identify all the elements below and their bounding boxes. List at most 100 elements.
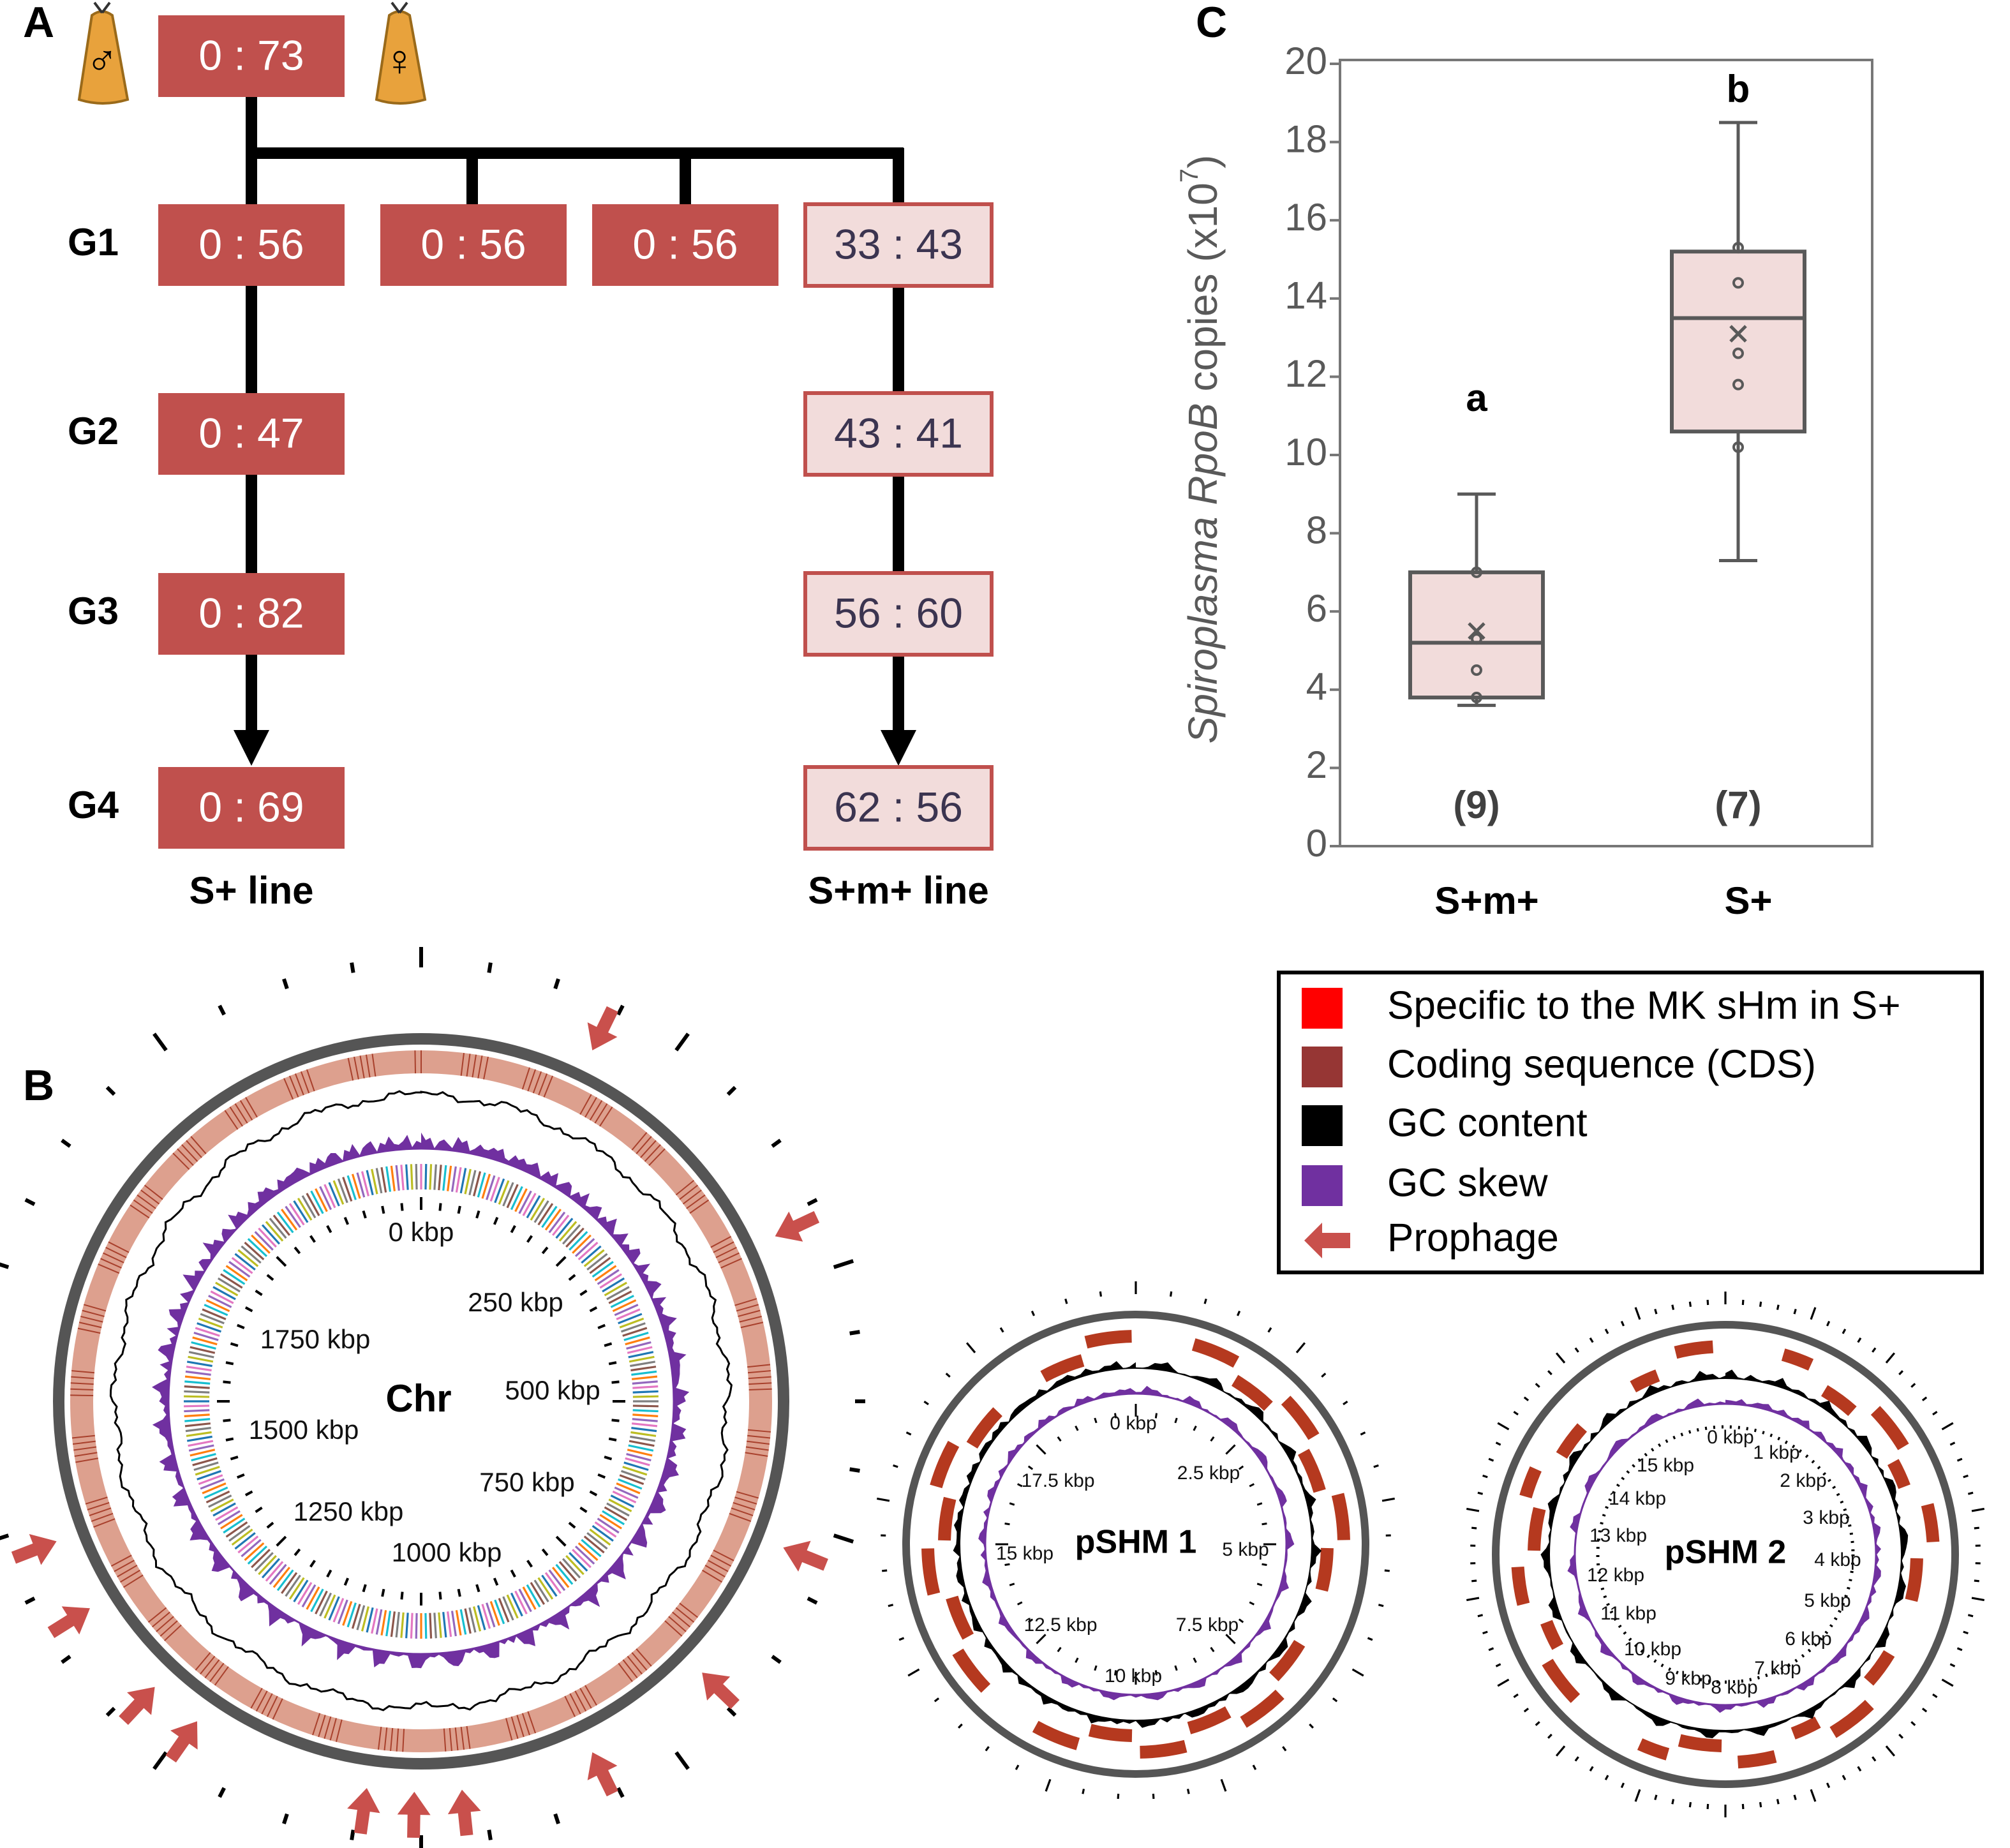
kbp-tick — [225, 1437, 234, 1442]
prophage-arrow — [775, 1211, 820, 1242]
ratio-box — [158, 15, 345, 97]
kbp-tick — [568, 1521, 576, 1529]
gene-stripe — [200, 1478, 225, 1490]
cds-stripe — [679, 1184, 699, 1200]
kbp-tick — [510, 1225, 516, 1233]
cds-stripe — [747, 1440, 770, 1445]
gene-stripe — [486, 1602, 496, 1628]
gene-stripe — [616, 1308, 641, 1320]
gene-stripe — [315, 1590, 328, 1614]
gene-stripe — [526, 1195, 541, 1219]
kbp-tick — [326, 1569, 332, 1578]
scale-tick — [1497, 1678, 1510, 1687]
scale-tick — [1898, 1733, 1904, 1739]
cds-segment — [1281, 1396, 1320, 1440]
scale-tick — [726, 1706, 737, 1717]
cds-stripe — [204, 1659, 220, 1679]
gene-stripe — [202, 1482, 227, 1494]
cds-segment — [1674, 1340, 1714, 1359]
scale-tick — [1282, 1746, 1287, 1752]
gene-stripe — [577, 1241, 599, 1261]
backbone-ring — [1492, 1321, 1959, 1788]
kbp-label: 12 kbp — [1587, 1565, 1644, 1586]
cds-stripe — [110, 1554, 132, 1567]
prophage-arrow — [447, 1789, 481, 1837]
legend-swatch — [1302, 1047, 1343, 1087]
cds-stripe — [748, 1376, 771, 1380]
x-tick-label: S+m+ — [1434, 879, 1538, 922]
gene-stripe — [361, 1171, 369, 1196]
gene-stripe — [251, 1549, 271, 1569]
mean-marker — [1729, 325, 1747, 343]
cds-stripe — [272, 1698, 283, 1720]
scale-tick — [1776, 1799, 1780, 1805]
gene-stripe — [586, 1253, 608, 1271]
y-tick-label: 10 — [1284, 431, 1327, 473]
data-point — [1732, 378, 1744, 391]
gene-stripe — [190, 1346, 216, 1354]
prophage-arrow — [587, 1752, 618, 1797]
kbp-tick — [225, 1361, 234, 1366]
kbp-tick — [276, 1535, 287, 1547]
cds-stripe — [574, 1690, 587, 1712]
ratio-text: 0 : 73 — [198, 31, 304, 78]
kbp-tick — [555, 1535, 567, 1547]
cds-stripe — [224, 1110, 239, 1130]
gene-stripe — [186, 1431, 212, 1437]
gene-stripe — [190, 1449, 216, 1457]
prophage-arrow — [165, 1721, 198, 1763]
gene-stripe — [459, 1609, 467, 1635]
cds-stripe — [704, 1565, 726, 1577]
kbp-tick — [309, 1235, 316, 1243]
cds-stripe — [532, 1071, 542, 1094]
gene-stripe — [447, 1611, 452, 1637]
gene-stripe — [608, 1290, 632, 1304]
cds-stripe — [521, 1713, 530, 1736]
scale-tick — [350, 1829, 355, 1840]
gene-stripe — [608, 1498, 632, 1512]
gene-stripe — [356, 1172, 366, 1198]
prophage-arrow — [11, 1533, 57, 1565]
scale-tick — [1220, 1778, 1227, 1792]
gene-stripe — [254, 1552, 274, 1572]
gene-stripe — [415, 1613, 418, 1639]
cds-stripe — [466, 1725, 471, 1749]
gene-stripe — [231, 1256, 253, 1274]
scale-tick — [1842, 1775, 1847, 1780]
gene-stripe — [184, 1395, 210, 1398]
y-axis-label: Spiroplasma RpoB copies (x107) — [1175, 155, 1226, 744]
gene-stripe — [442, 1165, 447, 1191]
cds-stripe — [527, 1711, 537, 1734]
kbp-tick — [255, 1289, 263, 1296]
scale-tick — [674, 1032, 690, 1052]
gc-content-base — [1549, 1378, 1902, 1731]
cds-stripe — [75, 1457, 98, 1463]
gene-stripe — [293, 1200, 309, 1223]
y-axis-label-part: copies (x10 — [1180, 183, 1226, 391]
x-tick-label: S+ — [1724, 879, 1772, 922]
cds-segment — [1511, 1566, 1530, 1606]
cds-stripe — [736, 1304, 759, 1312]
gene-stripe — [618, 1313, 643, 1325]
gene-stripe — [332, 1180, 345, 1205]
female-moth — [375, 1, 427, 105]
gene-stripe — [215, 1281, 239, 1297]
scale-tick — [849, 1330, 860, 1336]
scale-tick — [0, 1533, 10, 1540]
scale-tick — [849, 1467, 860, 1473]
scale-tick — [1466, 1507, 1480, 1512]
scale-tick — [1826, 1320, 1831, 1327]
y-tick-label: 4 — [1306, 666, 1327, 708]
scale-tick — [1589, 1337, 1594, 1343]
scale-tick — [1351, 1668, 1364, 1677]
gene-stripe — [583, 1249, 605, 1267]
scale-tick — [218, 1787, 226, 1798]
gene-stripe — [269, 1563, 287, 1585]
cds-stripe — [324, 1716, 332, 1739]
scale-tick — [1941, 1678, 1954, 1687]
data-point — [1471, 692, 1482, 704]
backbone-ring — [53, 1033, 789, 1770]
scale-tick — [1321, 1373, 1327, 1378]
cds-segment — [1032, 1720, 1080, 1750]
scale-tick — [1169, 1291, 1173, 1297]
